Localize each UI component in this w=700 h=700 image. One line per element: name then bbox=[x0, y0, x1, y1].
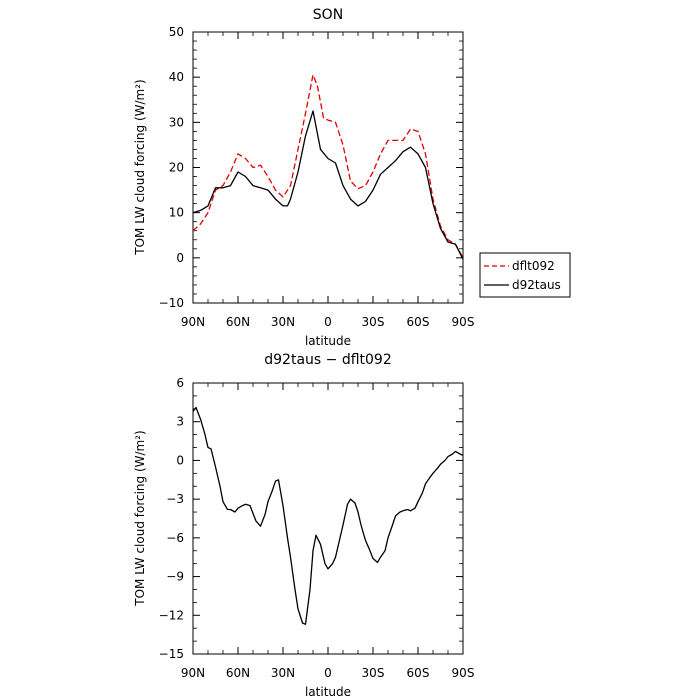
series-group bbox=[192, 406, 464, 625]
plot-frame bbox=[192, 382, 464, 655]
x-tick-label: 90S bbox=[452, 666, 475, 680]
y-tick-label: −15 bbox=[159, 647, 184, 661]
y-tick-label: 0 bbox=[176, 453, 184, 467]
x-tick-label: 60N bbox=[226, 315, 250, 329]
legend-box bbox=[479, 252, 571, 298]
legend-label-d92taus: d92taus bbox=[512, 278, 561, 292]
x-axis-label: latitude bbox=[305, 685, 351, 699]
x-ticks: 90N 60N 30N 0 30S 60S 90S bbox=[181, 383, 475, 680]
y-ticks: −10 0 10 20 30 40 50 bbox=[159, 25, 463, 310]
y-tick-label: 30 bbox=[169, 115, 184, 129]
y-tick-label: −6 bbox=[166, 531, 184, 545]
y-tick-label: 3 bbox=[176, 415, 184, 429]
series-line-difference bbox=[192, 406, 464, 625]
x-tick-label: 90N bbox=[181, 666, 205, 680]
y-tick-label: −3 bbox=[166, 492, 184, 506]
plot-frame bbox=[192, 31, 464, 304]
y-axis-label: TOM LW cloud forcing (W/m²) bbox=[133, 79, 147, 256]
x-tick-label: 30S bbox=[362, 666, 385, 680]
legend-label-dflt092: dflt092 bbox=[512, 259, 555, 273]
x-tick-label: 30N bbox=[271, 315, 295, 329]
y-tick-label: 6 bbox=[176, 376, 184, 390]
x-tick-label: 0 bbox=[324, 315, 332, 329]
x-tick-label: 90S bbox=[452, 315, 475, 329]
series-line-d92taus bbox=[192, 110, 464, 260]
series-line-dflt092 bbox=[192, 74, 464, 259]
y-tick-label: 50 bbox=[169, 25, 184, 39]
y-tick-label: −9 bbox=[166, 570, 184, 584]
x-tick-label: 0 bbox=[324, 666, 332, 680]
y-tick-label: −10 bbox=[159, 296, 184, 310]
y-tick-label: 10 bbox=[169, 206, 184, 220]
chart-title: SON bbox=[313, 7, 343, 23]
x-tick-label: 60S bbox=[407, 315, 430, 329]
x-tick-label: 90N bbox=[181, 315, 205, 329]
chart-difference: d92taus − dflt092 latitude TOM LW cloud … bbox=[133, 352, 474, 699]
chart-title: d92taus − dflt092 bbox=[264, 352, 391, 368]
y-tick-label: 40 bbox=[169, 70, 184, 84]
series-group bbox=[192, 74, 464, 260]
y-axis-label: TOM LW cloud forcing (W/m²) bbox=[133, 430, 147, 607]
y-ticks: −15 −12 −9 −6 −3 0 3 6 bbox=[159, 376, 463, 661]
x-tick-label: 30S bbox=[362, 315, 385, 329]
x-tick-label: 60S bbox=[407, 666, 430, 680]
x-tick-label: 30N bbox=[271, 666, 295, 680]
y-tick-label: 0 bbox=[176, 251, 184, 265]
x-axis-label: latitude bbox=[305, 334, 351, 348]
chart-son: SON latitude TOM LW cloud forcing (W/m²)… bbox=[133, 7, 474, 348]
x-tick-label: 60N bbox=[226, 666, 250, 680]
y-tick-label: 20 bbox=[169, 161, 184, 175]
y-tick-label: −12 bbox=[159, 608, 184, 622]
legend: dflt092 d92taus bbox=[479, 252, 571, 298]
x-ticks: 90N 60N 30N 0 30S 60S 90S bbox=[181, 32, 475, 329]
